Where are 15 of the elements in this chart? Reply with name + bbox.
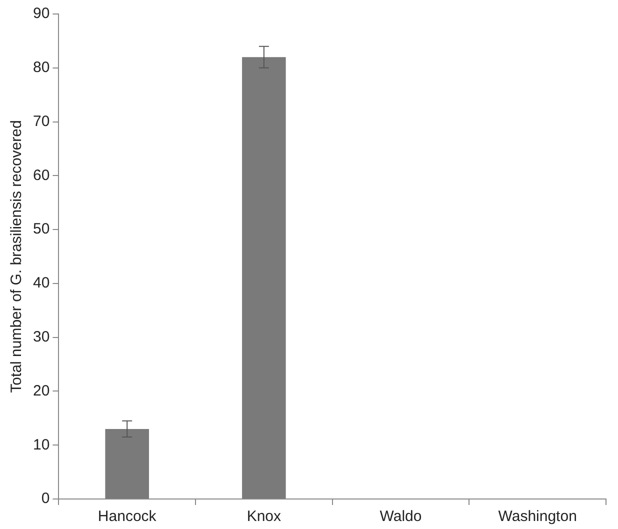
y-tick-label: 80 xyxy=(32,59,50,76)
x-tick-label: Washington xyxy=(498,508,577,526)
y-tick-label: 40 xyxy=(32,274,50,292)
y-tick-label: 50 xyxy=(32,220,50,238)
y-tick-label: 20 xyxy=(32,382,50,400)
y-tick-label: 30 xyxy=(32,328,50,346)
x-tick-label: Waldo xyxy=(380,508,422,526)
y-tick-label: 90 xyxy=(32,5,50,22)
x-tick-label: Knox xyxy=(246,508,282,526)
y-tick-label: 0 xyxy=(41,490,50,508)
y-tick-label: 70 xyxy=(32,112,50,130)
x-tick-label: Hancock xyxy=(98,508,157,526)
y-axis-title: Total number of G. brasiliensis recovered xyxy=(8,120,26,393)
y-tick-label: 10 xyxy=(32,436,50,454)
y-tick-label: 60 xyxy=(32,166,50,184)
